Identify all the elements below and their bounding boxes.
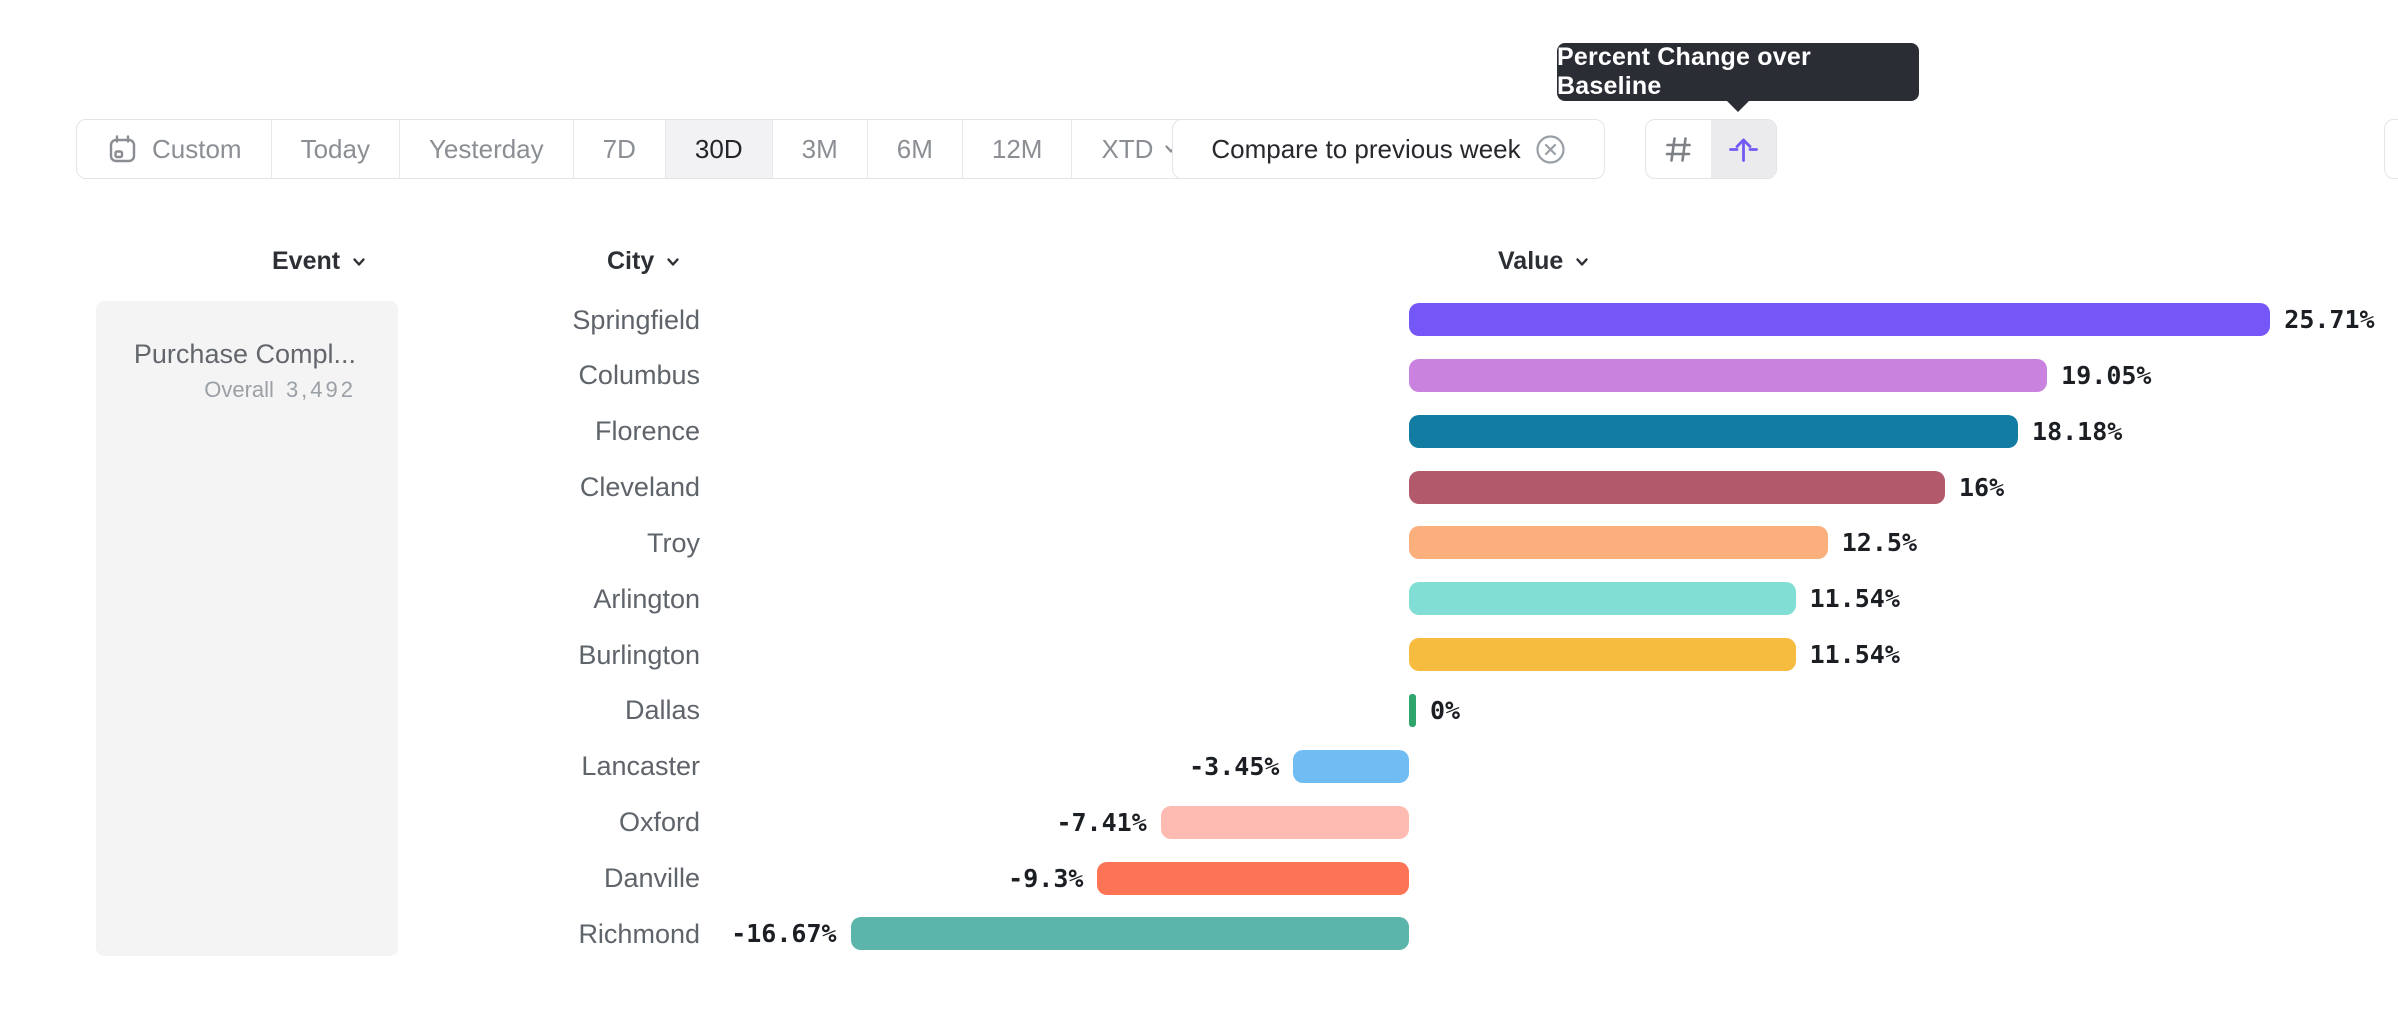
bar-value-label: 19.05% [2061,360,2152,390]
date-range-yesterday[interactable]: Yesterday [398,120,573,178]
bar-value-label: -9.3% [1008,863,1084,893]
bar-value-label: 18.18% [2032,416,2123,446]
bar-value-label: 12.5% [1841,528,1918,558]
column-header-city[interactable]: City [607,246,683,277]
date-range-6m[interactable]: 6M [866,120,962,178]
bar-value-label: 0% [1430,695,1461,725]
column-header-value[interactable]: Value [1498,246,1592,277]
bar-richmond[interactable] [850,917,1409,951]
column-header-event[interactable]: Event [272,246,369,277]
overall-value: 3,492 [285,377,356,402]
percent-change-baseline-toggle[interactable] [1711,120,1776,178]
event-panel[interactable]: Purchase Compl... Overall 3,492 [96,301,398,956]
column-header-city-label: City [607,247,655,275]
bar-value-label: 25.71% [2284,305,2375,334]
date-range-3m[interactable]: 3M [771,120,867,178]
bar-lancaster[interactable] [1293,749,1409,783]
date-range-label: 12M [991,133,1043,164]
bar-columbus[interactable] [1409,358,2048,392]
date-range-30d[interactable]: 30D [664,120,772,178]
view-toggle-group [1645,119,1777,179]
bar-springfield[interactable] [1409,303,2271,336]
bar-florence[interactable] [1409,414,2019,448]
chevron-down-icon [663,252,683,272]
date-range-xtd[interactable]: XTD [1071,120,1209,178]
date-range-label: Yesterday [428,133,544,164]
clipped-button-right-edge[interactable] [2384,119,2398,179]
date-range-picker: Custom Today Yesterday 7D 30D 3M 6M 12M XTD [76,119,1211,179]
bar-value-label: 11.54% [1809,584,1900,614]
date-range-custom[interactable]: Custom [77,120,271,178]
compare-chip[interactable]: Compare to previous week [1172,119,1605,179]
bar-value-label: -16.67% [731,919,837,949]
tooltip-percent-change-over-baseline: Percent Change over Baseline [1557,43,1919,112]
absolute-values-toggle[interactable] [1646,120,1711,178]
bar-dallas[interactable] [1409,693,1416,727]
bar-value-label: 16% [1959,472,2005,502]
hash-grid-icon [1662,133,1695,166]
date-range-12m[interactable]: 12M [961,120,1072,178]
date-range-label: Today [300,133,370,164]
calendar-icon [106,133,139,166]
bar-value-label: -7.41% [1056,807,1147,837]
bar-cleveland[interactable] [1409,470,1945,504]
bar-troy[interactable] [1409,526,1828,560]
baseline-arrow-icon [1727,133,1760,166]
toolbar: Custom Today Yesterday 7D 30D 3M 6M 12M XTD Comp… [0,119,2398,179]
bar-danville[interactable] [1097,861,1409,895]
bar-burlington[interactable] [1409,638,1796,672]
tooltip-text: Percent Change over Baseline [1557,43,1811,100]
event-name: Purchase Compl... [133,339,356,369]
date-range-label: 30D [694,133,743,164]
compare-chip-label: Compare to previous week [1211,133,1521,164]
bar-value-label: 11.54% [1809,640,1900,670]
remove-comparison-icon[interactable] [1535,134,1566,165]
date-range-7d[interactable]: 7D [572,120,665,178]
bar-value-label: -3.45% [1189,751,1280,781]
date-range-label: XTD [1101,133,1154,164]
date-range-today[interactable]: Today [270,120,399,178]
bar-arlington[interactable] [1409,582,1796,616]
tooltip-caret [1725,99,1751,112]
column-header-value-label: Value [1498,247,1564,275]
overall-label: Overall [204,377,274,402]
date-range-label: Custom [152,133,242,164]
date-range-label: 6M [896,133,933,164]
date-range-label: 7D [602,133,636,164]
column-header-event-label: Event [272,247,341,275]
event-overall-row: Overall 3,492 [96,377,356,403]
bar-oxford[interactable] [1160,805,1409,839]
chevron-down-icon [1572,252,1592,272]
date-range-label: 3M [801,133,838,164]
chevron-down-icon [349,252,369,272]
